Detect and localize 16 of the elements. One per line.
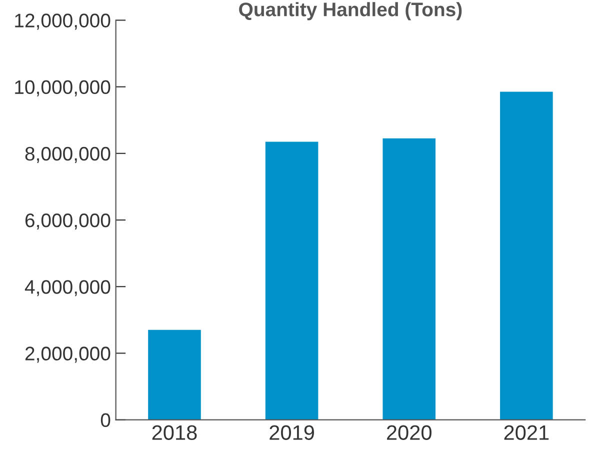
x-tick-label: 2021 [504,425,549,440]
y-tick-label: 6,000,000 [25,213,110,230]
y-tick-label: 10,000,000 [15,80,110,96]
y-tick-label: 12,000,000 [15,14,110,30]
y-tick-label: 0 [100,413,110,428]
x-tick-label: 2020 [386,425,432,440]
bar [382,138,436,420]
x-tick-label: 2019 [270,425,314,440]
bar [265,142,318,420]
y-tick-label: 8,000,000 [25,146,110,163]
y-tick-label: 2,000,000 [25,346,110,363]
x-tick-label: 2018 [152,425,197,440]
bar [148,330,201,420]
chart-title: Quantity Handled (Tons) [239,2,462,20]
bar [500,92,553,420]
y-tick-label: 4,000,000 [24,280,110,296]
